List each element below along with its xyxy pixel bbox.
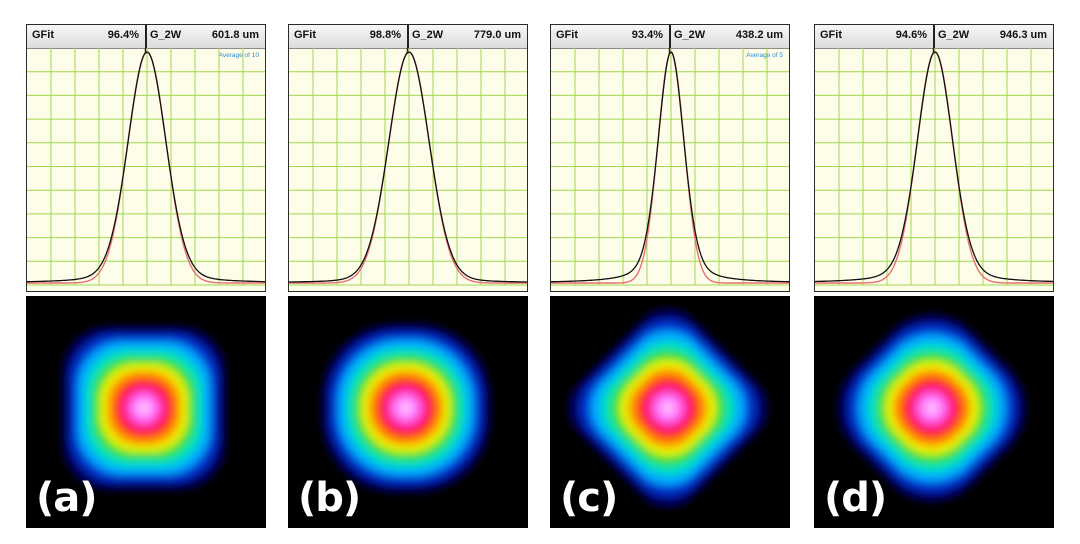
- fit-value: 96.4%: [107, 29, 139, 41]
- plot-header: GFit 98.8% G_2W 779.0 um: [289, 25, 527, 49]
- beam-ring: [924, 400, 940, 416]
- measured-curve: [551, 51, 789, 283]
- profile-svg: [289, 48, 527, 286]
- profile-plot: GFit 96.4% G_2W 601.8 um Average of 10: [26, 24, 266, 292]
- beam-width: 601.8 um: [211, 29, 259, 41]
- panel-label: (c): [560, 475, 618, 521]
- fit-mode: G_2W: [938, 29, 970, 41]
- beam-width: 779.0 um: [473, 29, 521, 41]
- plot-header: GFit 94.6% G_2W 946.3 um: [815, 25, 1053, 49]
- profile-svg: [551, 48, 789, 286]
- beam-image: (c): [550, 296, 790, 528]
- plot-header: GFit 96.4% G_2W 601.8 um: [27, 25, 265, 49]
- fit-name: GFit: [556, 29, 578, 41]
- header-divider: [669, 25, 671, 48]
- fit-name: GFit: [32, 29, 54, 41]
- beam-rings: [321, 323, 491, 493]
- beam-rings: [568, 308, 768, 508]
- panel-label: (a): [36, 475, 98, 521]
- beam-image: (a): [26, 296, 266, 528]
- profile-svg: [27, 48, 265, 286]
- beam-svg: [568, 308, 768, 508]
- beam-image: (d): [814, 296, 1054, 528]
- fit-value: 94.6%: [895, 29, 927, 41]
- average-note: Average of 10: [218, 52, 259, 59]
- fit-name: GFit: [820, 29, 842, 41]
- panel-label: (d): [824, 475, 887, 521]
- beam-width: 438.2 um: [735, 29, 783, 41]
- measured-curve: [289, 51, 527, 283]
- beam-ring: [136, 400, 152, 416]
- average-note: Average of 5: [746, 52, 783, 59]
- beam-width: 946.3 um: [999, 29, 1047, 41]
- measured-curve: [815, 51, 1053, 283]
- beam-ring: [398, 400, 414, 416]
- header-divider: [933, 25, 935, 48]
- beam-rings: [838, 314, 1026, 502]
- beam-image: (b): [288, 296, 528, 528]
- beam-svg: [321, 323, 491, 493]
- fit-mode: G_2W: [674, 29, 706, 41]
- fit-name: GFit: [294, 29, 316, 41]
- profile-plot: GFit 98.8% G_2W 779.0 um: [288, 24, 528, 292]
- profile-plot: GFit 94.6% G_2W 946.3 um: [814, 24, 1054, 292]
- header-divider: [145, 25, 147, 48]
- header-divider: [407, 25, 409, 48]
- beam-rings: [62, 326, 226, 490]
- fit-value: 93.4%: [631, 29, 663, 41]
- beam-svg: [62, 326, 226, 490]
- fit-mode: G_2W: [150, 29, 182, 41]
- panel-label: (b): [298, 475, 361, 521]
- profile-svg: [815, 48, 1053, 286]
- measured-curve: [27, 51, 265, 283]
- fit-mode: G_2W: [412, 29, 444, 41]
- beam-svg: [838, 314, 1026, 502]
- profile-plot: GFit 93.4% G_2W 438.2 um Average of 5: [550, 24, 790, 292]
- beam-ring: [660, 400, 676, 416]
- fit-value: 98.8%: [369, 29, 401, 41]
- plot-header: GFit 93.4% G_2W 438.2 um: [551, 25, 789, 49]
